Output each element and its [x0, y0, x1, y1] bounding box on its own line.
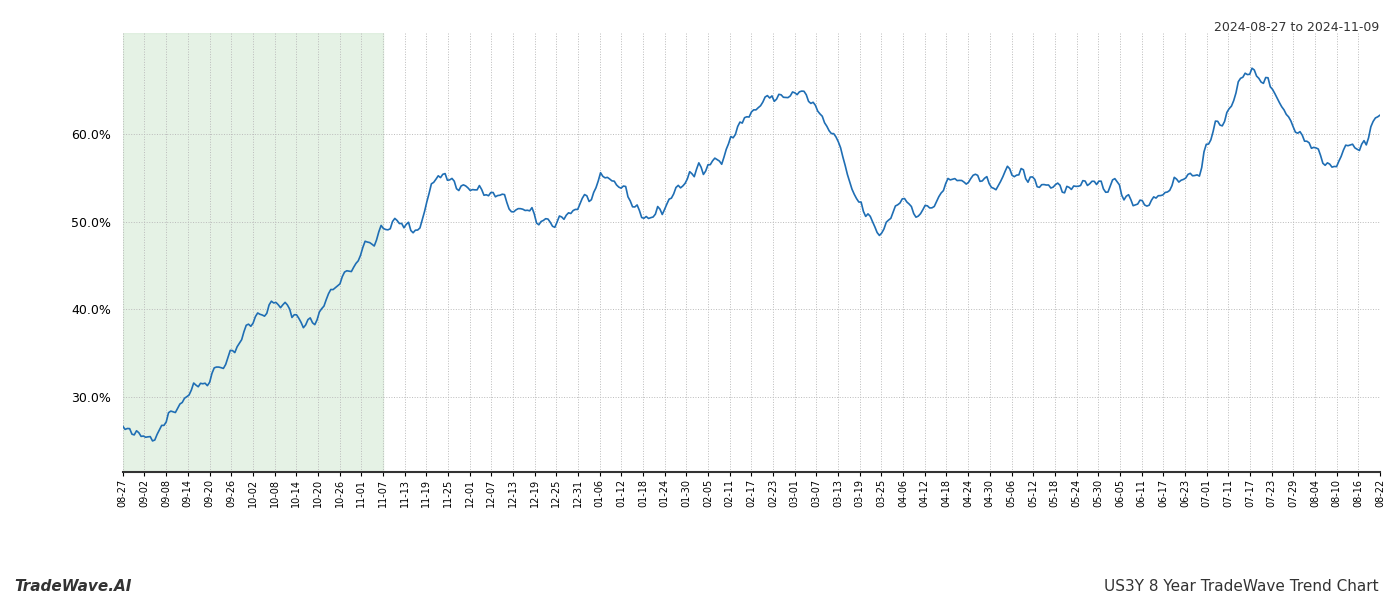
Text: 2024-08-27 to 2024-11-09: 2024-08-27 to 2024-11-09: [1214, 21, 1379, 34]
Text: US3Y 8 Year TradeWave Trend Chart: US3Y 8 Year TradeWave Trend Chart: [1105, 579, 1379, 594]
Text: TradeWave.AI: TradeWave.AI: [14, 579, 132, 594]
Bar: [123, 33, 384, 472]
